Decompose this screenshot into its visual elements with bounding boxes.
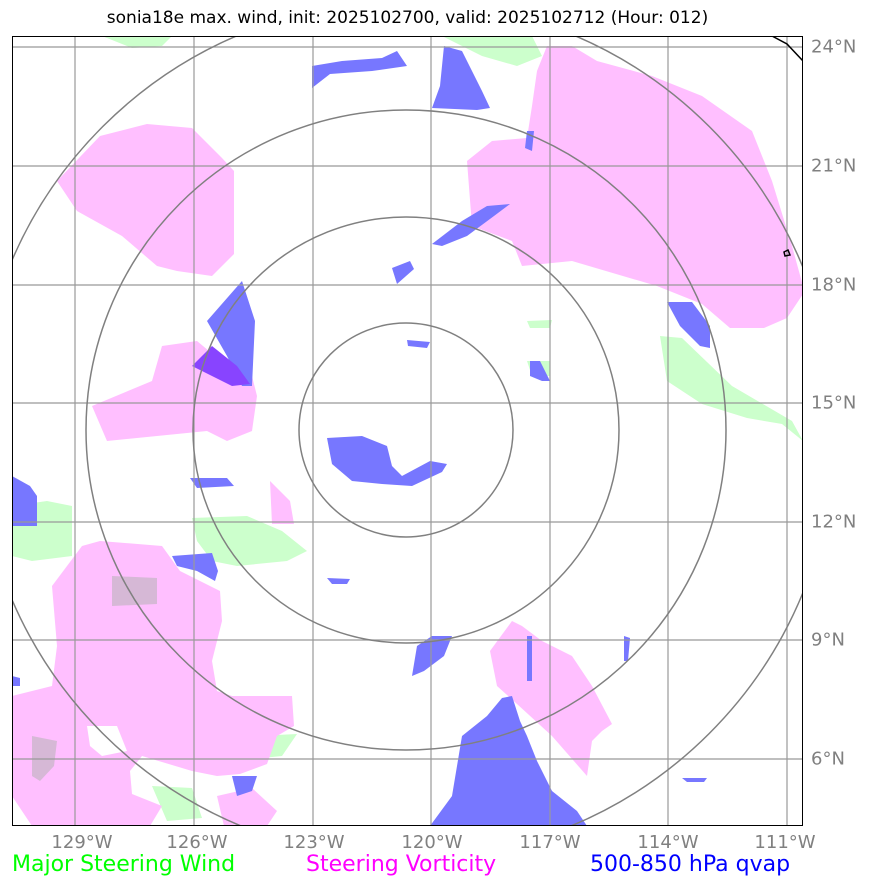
lon-label: 111°W: [754, 832, 816, 853]
lon-label: 120°W: [401, 832, 463, 853]
lat-label: 9°N: [811, 629, 845, 651]
map-canvas: [12, 36, 803, 826]
graticule: [12, 36, 803, 826]
lat-label: 6°N: [811, 748, 845, 770]
lat-label: 18°N: [811, 274, 857, 296]
lon-label: 126°W: [166, 832, 228, 853]
map-frame: [12, 36, 803, 826]
steering-wind-layer: [12, 36, 803, 821]
lon-label: 129°W: [51, 832, 113, 853]
legend-steering-wind: Major Steering Wind: [12, 852, 236, 877]
lat-label: 12°N: [811, 511, 857, 533]
lat-label: 24°N: [811, 36, 857, 58]
legend-qvap: 500-850 hPa qvap: [590, 852, 791, 877]
legend-steering-vorticity: Steering Vorticity: [306, 852, 497, 877]
range-rings: [12, 36, 803, 826]
qvap-layer: [12, 46, 710, 826]
coastline: [771, 36, 803, 257]
lat-label: 15°N: [811, 392, 857, 414]
lon-label: 117°W: [519, 832, 581, 853]
map-title: sonia18e max. wind, init: 2025102700, va…: [106, 8, 709, 28]
lon-label: 123°W: [283, 832, 345, 853]
lon-label: 114°W: [637, 832, 699, 853]
steering-vorticity-layer: [12, 46, 803, 826]
map-area[interactable]: [12, 36, 803, 826]
lat-label: 21°N: [811, 155, 857, 177]
